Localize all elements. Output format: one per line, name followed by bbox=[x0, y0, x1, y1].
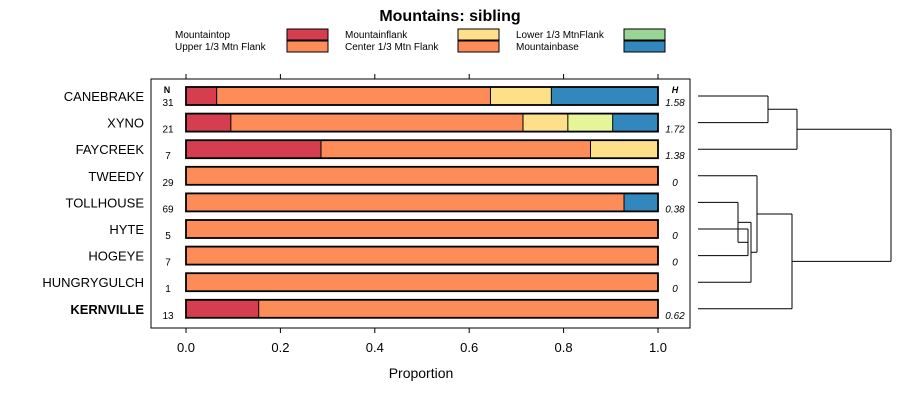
legend-label: Lower 1/3 MtnFlank bbox=[516, 30, 605, 41]
n-value: 31 bbox=[162, 98, 174, 109]
bar-segment bbox=[590, 140, 658, 159]
bar-segment bbox=[186, 273, 658, 292]
n-value: 21 bbox=[162, 125, 174, 136]
legend-label: Mountainbase bbox=[516, 42, 579, 53]
n-value: 13 bbox=[162, 311, 174, 322]
h-value: 0 bbox=[672, 258, 678, 269]
h-header: H bbox=[672, 85, 679, 95]
h-value: 1.72 bbox=[665, 125, 685, 136]
legend-label: Upper 1/3 Mtn Flank bbox=[175, 42, 267, 53]
x-tick-label: 1.0 bbox=[649, 340, 667, 355]
legend-swatch bbox=[286, 40, 329, 53]
x-tick-label: 0.2 bbox=[271, 340, 289, 355]
bar-outline bbox=[185, 298, 659, 319]
dendrogram bbox=[698, 95, 892, 310]
h-value: 0.62 bbox=[665, 311, 685, 322]
bar-segment bbox=[320, 140, 591, 159]
bar-segment bbox=[624, 193, 658, 212]
x-tick-label: 0.8 bbox=[555, 340, 573, 355]
bar-outline bbox=[185, 86, 659, 106]
bar-segment bbox=[186, 220, 658, 238]
n-value: 5 bbox=[165, 231, 171, 242]
h-value: 1.38 bbox=[665, 151, 685, 162]
bar-segment bbox=[186, 140, 321, 159]
legend-label: Mountaintop bbox=[175, 30, 230, 41]
bar-segment bbox=[186, 299, 259, 318]
n-header: N bbox=[164, 85, 171, 95]
bar-outline bbox=[185, 139, 659, 160]
bar-segment bbox=[186, 246, 658, 265]
plot-area: 0.0 0.2 0.4 0.6 0.8 1.0 N H CANEBRAKE 31 1.58 XYNO 2… bbox=[42, 74, 691, 355]
legend-swatch bbox=[457, 28, 500, 41]
legend-label: Center 1/3 Mtn Flank bbox=[345, 42, 439, 53]
h-value: 0 bbox=[672, 284, 678, 295]
bar-outline bbox=[185, 192, 659, 213]
bar-outline bbox=[185, 245, 659, 266]
bar-segment bbox=[551, 87, 658, 105]
bar-segment bbox=[490, 87, 552, 105]
category-label: TWEEDY bbox=[88, 169, 144, 184]
plot-frame bbox=[150, 78, 691, 329]
category-label: XYNO bbox=[107, 116, 144, 131]
legend-item: Upper 1/3 Mtn Flank bbox=[175, 40, 329, 53]
bar-outline bbox=[185, 112, 659, 133]
legend-item: Center 1/3 Mtn Flank bbox=[345, 40, 500, 53]
legend-item: Mountainflank bbox=[345, 28, 500, 41]
legend-swatch bbox=[286, 28, 329, 41]
x-tick-label: 0.4 bbox=[366, 340, 384, 355]
category-label: HOGEYE bbox=[88, 249, 144, 264]
bar-segment bbox=[612, 113, 658, 132]
legend-swatch bbox=[457, 40, 500, 53]
n-value: 1 bbox=[165, 284, 171, 295]
bar-segment bbox=[258, 299, 658, 318]
legend-swatch bbox=[623, 40, 666, 53]
legend-item: Lower 1/3 MtnFlank bbox=[516, 28, 666, 41]
category-label: CANEBRAKE bbox=[64, 89, 145, 104]
n-value: 7 bbox=[165, 151, 171, 162]
bar-segment bbox=[186, 193, 625, 212]
h-value: 0.38 bbox=[665, 204, 685, 215]
x-tick-label: 0.0 bbox=[177, 340, 195, 355]
bar-segment bbox=[567, 113, 613, 132]
category-label: HUNGRYGULCH bbox=[42, 275, 144, 290]
category-label: KERNVILLE bbox=[70, 302, 144, 317]
bar-outline bbox=[185, 272, 659, 293]
bar-segment bbox=[523, 113, 568, 132]
h-value: 0 bbox=[672, 178, 678, 189]
h-value: 0 bbox=[672, 231, 678, 242]
x-tick-label: 0.6 bbox=[460, 340, 478, 355]
n-value: 29 bbox=[162, 178, 174, 189]
x-axis-label: Proportion bbox=[389, 365, 454, 381]
bar-segment bbox=[186, 166, 658, 185]
n-value: 69 bbox=[162, 204, 174, 215]
category-label: FAYCREEK bbox=[76, 142, 145, 157]
h-value: 1.58 bbox=[665, 98, 685, 109]
legend-item: Mountaintop bbox=[175, 28, 329, 41]
category-label: TOLLHOUSE bbox=[65, 195, 144, 210]
bar-outline bbox=[185, 165, 659, 186]
bar-segment bbox=[186, 113, 231, 132]
bar-segment bbox=[216, 87, 491, 105]
bar-outline bbox=[185, 219, 659, 239]
chart-title: Mountains: sibling bbox=[379, 8, 520, 25]
legend-item: Mountainbase bbox=[516, 40, 666, 53]
legend-label: Mountainflank bbox=[345, 30, 408, 41]
category-label: HYTE bbox=[109, 222, 144, 237]
legend-swatch bbox=[623, 28, 666, 41]
bar-segment bbox=[230, 113, 524, 132]
n-value: 7 bbox=[165, 258, 171, 269]
bar-segment bbox=[186, 87, 217, 105]
